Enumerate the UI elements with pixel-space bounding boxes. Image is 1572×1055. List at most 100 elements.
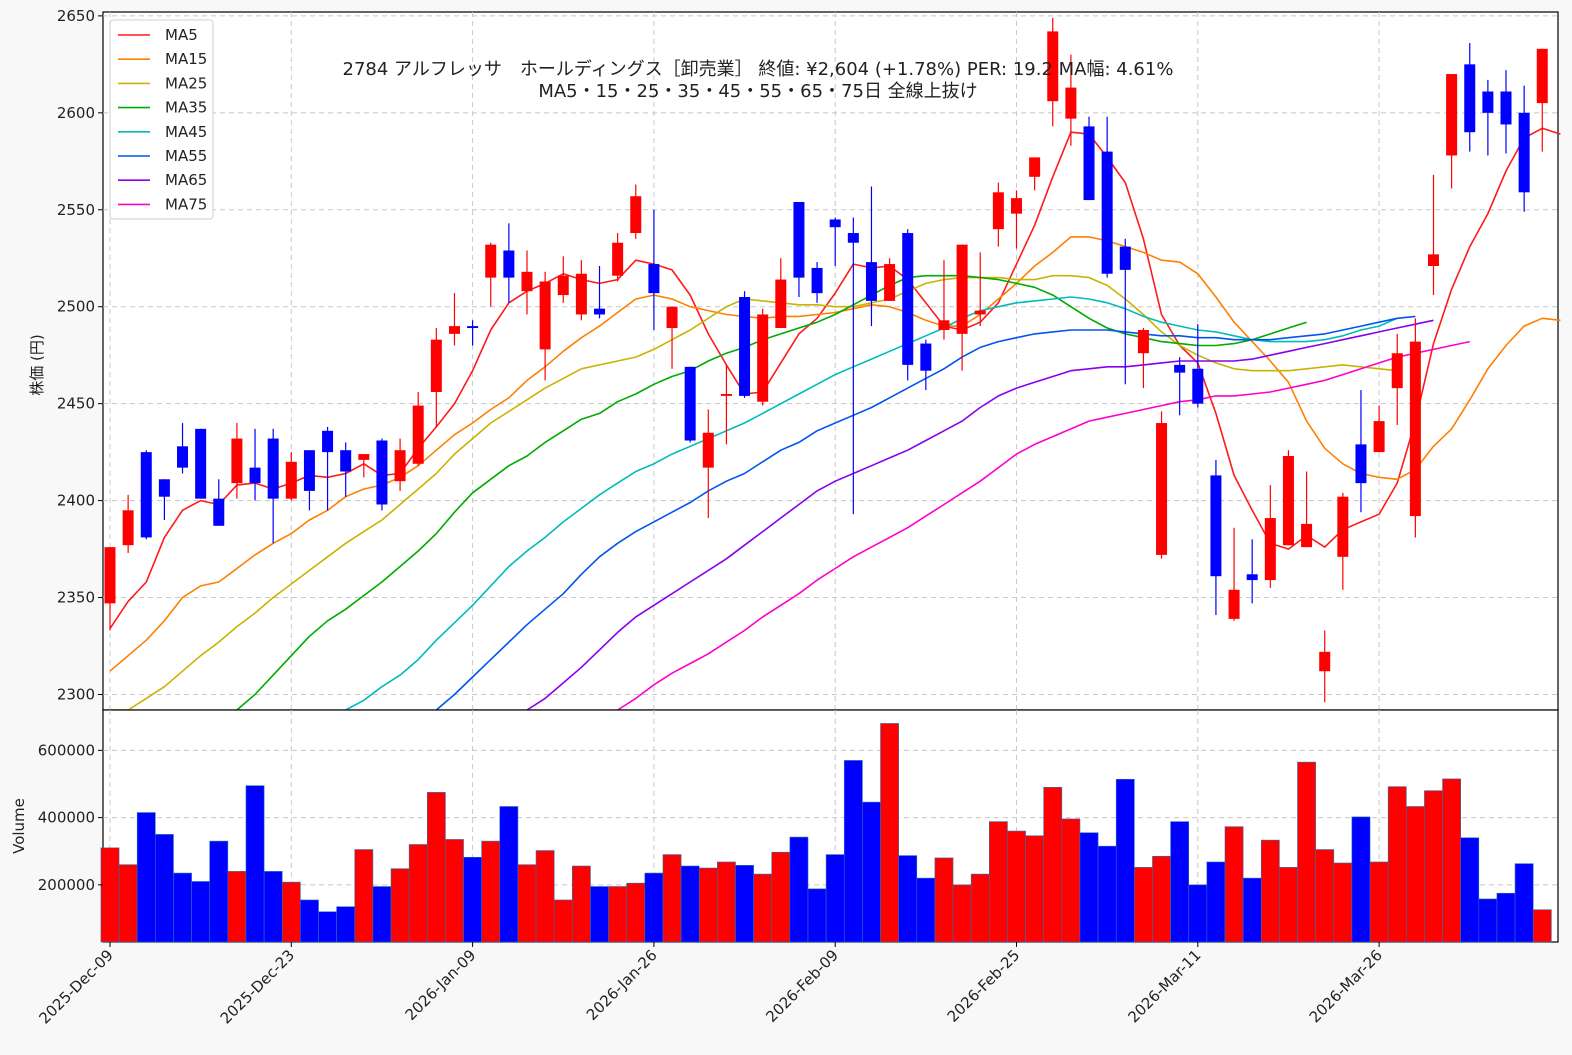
volume-bar [372,886,392,943]
x-tick-label: 2026-Feb-09 [762,946,842,1026]
ma-line-ma35 [236,274,1307,711]
candle-body [1047,31,1059,102]
legend: MA5 MA15 MA25 MA35 MA45 MA55 MA65 MA75 [109,19,214,220]
candle-body [811,267,823,294]
volume-bar [1061,818,1081,943]
candle-body [956,244,968,334]
volume-bar [1115,778,1135,943]
candle-body [285,461,297,499]
volume-bar [191,881,211,943]
candle-body [1282,456,1294,546]
volume-bar [1097,845,1117,943]
volume-bar [1279,867,1298,943]
x-tick-label: 2026-Mar-11 [1124,946,1204,1026]
volume-bar [281,881,301,943]
candle-body [920,343,932,371]
candle-body [158,479,170,497]
candle-body [249,467,261,484]
price-tick-label: 2300 [57,685,95,703]
volume-bar [735,865,754,943]
volume-bar [1007,830,1026,943]
candle-body [775,279,787,329]
candle-body [267,438,279,499]
candle-body [720,393,732,396]
volume-bar [1242,877,1262,943]
candle-body [1319,651,1331,672]
volume-bar [1333,862,1353,943]
candle-body [1083,126,1095,201]
candle-body [1264,518,1276,581]
volume-bar [1460,837,1480,943]
volume-bar [1532,909,1552,943]
candle-body [1011,198,1022,214]
price-panel: 2300 2350 2400 2450 2500 2550 2600 2650 MA5 MA15… [28,7,1561,711]
volume-bar [318,911,337,943]
candle-body [757,314,769,402]
volume-bar [1170,821,1190,943]
volume-bar [1043,787,1063,943]
candle-body [1500,91,1512,125]
volume-bar [934,857,954,943]
volume-bar [300,899,319,943]
candle-body [1536,48,1548,104]
volume-panel: 200000 400000 600000 Volume [10,709,1559,943]
candle-body [430,339,442,393]
volume-bar [426,792,446,943]
candle-body [1427,254,1439,266]
volume-y-axis: 200000 400000 600000 [38,741,103,894]
candle-body [503,250,515,278]
candle-body [322,430,334,453]
volume-bar [209,840,229,943]
chart-title-line1: 2784 アルフレッサ ホールディングス［卸売業］ 終値: ¥2,604 (+1… [343,59,1174,80]
price-tick-label: 2600 [57,104,95,122]
candle-body [938,320,950,330]
ma-line-ma15 [109,236,1561,672]
volume-bar [1152,855,1171,943]
volume-bar [445,839,464,943]
volume-bar [680,865,700,943]
volume-bar [245,785,265,943]
legend-label-ma55: MA55 [165,147,207,165]
candle-body [1373,421,1385,453]
volume-bar [1188,884,1208,943]
volume-bar [336,906,356,943]
candle-body [1228,589,1240,619]
candle-body [1337,496,1349,557]
candle-body [1065,87,1077,119]
volume-bars [100,723,1552,943]
candle-body [648,264,660,294]
volume-bar [1260,839,1280,943]
volume-bar [970,873,990,943]
candle-body [1101,151,1113,274]
volume-bar [1224,826,1244,943]
candle-body [177,446,189,468]
candle-body [303,450,315,491]
legend-label-ma5: MA5 [165,26,198,44]
candle-body [340,450,352,472]
volume-bar [717,861,736,943]
candle-body [539,281,551,350]
candle-body [122,510,134,546]
volume-bar [843,760,863,943]
legend-label-ma25: MA25 [165,74,207,92]
candle-body [1464,64,1476,133]
volume-bar [408,844,428,943]
candle-body [448,326,460,334]
x-tick-label: 2026-Feb-25 [944,946,1024,1026]
candle-body [847,233,859,243]
candle-body [467,326,479,329]
candle-body [1446,74,1458,156]
candle-body [1210,475,1222,577]
volume-bar [463,856,482,943]
candle-body [1246,574,1258,581]
volume-bar [155,834,174,943]
candle-body [412,405,424,464]
volume-bar [1424,790,1443,943]
candle-body [394,450,406,482]
candle-body [213,498,225,526]
volume-bar [136,812,156,943]
volume-tick-label: 400000 [38,809,95,827]
volume-bar [771,851,791,943]
volume-bar [517,864,537,943]
volume-bar [590,886,609,943]
